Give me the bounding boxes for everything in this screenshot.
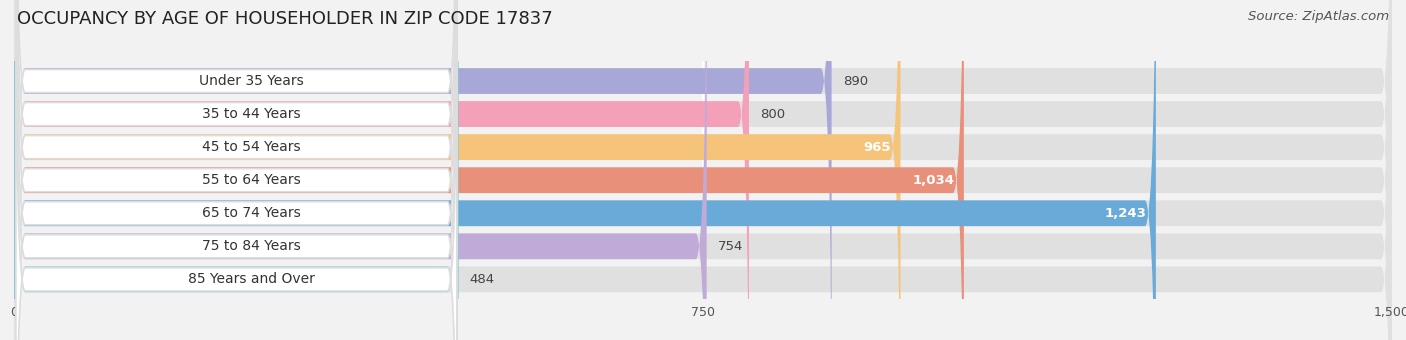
FancyBboxPatch shape [15,0,457,340]
Text: 45 to 54 Years: 45 to 54 Years [201,140,301,154]
Text: 65 to 74 Years: 65 to 74 Years [201,206,301,220]
FancyBboxPatch shape [14,0,900,340]
Text: 1,034: 1,034 [912,174,955,187]
Text: 55 to 64 Years: 55 to 64 Years [201,173,301,187]
FancyBboxPatch shape [14,0,1392,340]
Text: 965: 965 [863,141,891,154]
Text: Source: ZipAtlas.com: Source: ZipAtlas.com [1249,10,1389,23]
FancyBboxPatch shape [14,0,965,340]
FancyBboxPatch shape [14,0,749,340]
FancyBboxPatch shape [15,0,457,340]
FancyBboxPatch shape [14,0,1392,340]
Text: Under 35 Years: Under 35 Years [198,74,304,88]
Text: OCCUPANCY BY AGE OF HOUSEHOLDER IN ZIP CODE 17837: OCCUPANCY BY AGE OF HOUSEHOLDER IN ZIP C… [17,10,553,28]
FancyBboxPatch shape [14,0,458,340]
FancyBboxPatch shape [14,0,1392,340]
Text: 484: 484 [470,273,495,286]
FancyBboxPatch shape [14,0,1156,340]
FancyBboxPatch shape [14,0,1392,340]
FancyBboxPatch shape [15,0,457,340]
Text: 1,243: 1,243 [1105,207,1147,220]
Text: 754: 754 [717,240,744,253]
Text: 35 to 44 Years: 35 to 44 Years [201,107,301,121]
FancyBboxPatch shape [15,0,457,340]
Text: 85 Years and Over: 85 Years and Over [187,272,315,286]
Text: 890: 890 [842,74,868,87]
FancyBboxPatch shape [14,0,831,340]
Text: 75 to 84 Years: 75 to 84 Years [201,239,301,253]
FancyBboxPatch shape [15,0,457,340]
FancyBboxPatch shape [14,0,707,340]
FancyBboxPatch shape [14,0,1392,340]
FancyBboxPatch shape [14,0,1392,340]
Text: 800: 800 [761,107,785,121]
FancyBboxPatch shape [15,0,457,340]
FancyBboxPatch shape [15,0,457,340]
FancyBboxPatch shape [14,0,1392,340]
